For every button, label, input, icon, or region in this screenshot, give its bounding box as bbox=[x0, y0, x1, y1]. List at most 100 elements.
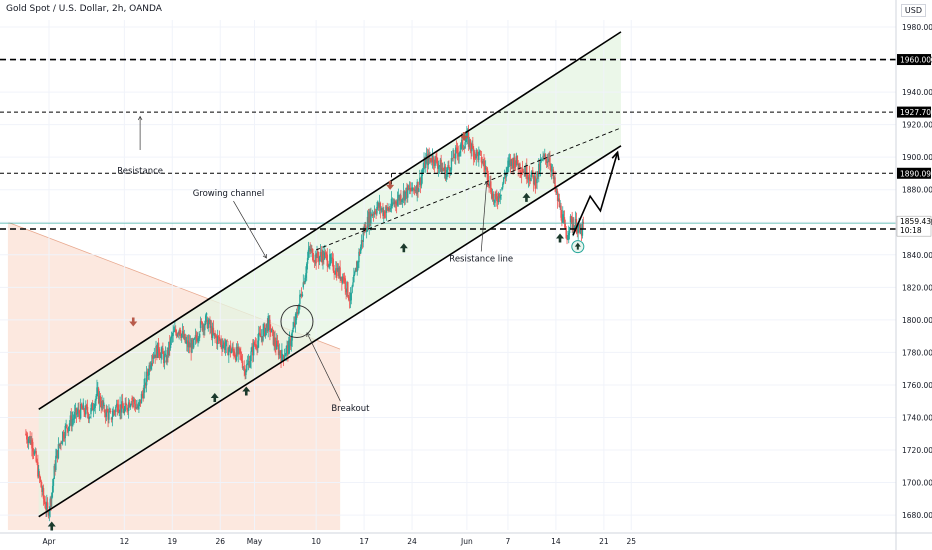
candle-up bbox=[72, 418, 74, 420]
candle-down bbox=[54, 465, 56, 470]
candle-down bbox=[455, 147, 458, 149]
candle-up bbox=[166, 350, 168, 363]
candle-up bbox=[172, 331, 174, 337]
candle-down bbox=[473, 152, 476, 155]
candle-up bbox=[506, 167, 508, 172]
candle-down bbox=[157, 342, 160, 354]
candle-down bbox=[37, 462, 39, 477]
candle-up bbox=[418, 188, 420, 192]
candle-up bbox=[51, 485, 54, 493]
candle-up bbox=[523, 171, 525, 174]
candle-down bbox=[70, 415, 72, 426]
candle-down bbox=[377, 205, 380, 208]
candle-down bbox=[177, 333, 179, 335]
x-tick-label: 26 bbox=[215, 537, 225, 546]
level-price-label: 1927.700 bbox=[900, 108, 932, 117]
annotation-label: Resistance bbox=[117, 166, 163, 176]
candle-down bbox=[294, 322, 296, 326]
candle-down bbox=[413, 188, 416, 192]
candle-up bbox=[55, 455, 57, 470]
candle-up bbox=[267, 316, 269, 332]
candle-down bbox=[196, 338, 198, 342]
candle-up bbox=[478, 151, 480, 161]
channel-layer bbox=[38, 31, 621, 517]
breakout-pointer-head bbox=[306, 332, 311, 337]
candle-up bbox=[503, 177, 506, 179]
candle-down bbox=[484, 165, 486, 170]
candle-up bbox=[94, 400, 96, 408]
candle-up bbox=[152, 357, 155, 359]
candle-down bbox=[550, 165, 552, 172]
y-tick-label: 1800.000 bbox=[902, 316, 932, 325]
candle-down bbox=[534, 176, 537, 189]
candle-up bbox=[494, 193, 496, 203]
candle-up bbox=[341, 276, 344, 283]
candle-down bbox=[573, 224, 575, 231]
candle-down bbox=[32, 441, 34, 452]
candle-down bbox=[529, 179, 531, 181]
candle-up bbox=[502, 183, 504, 188]
candle-down bbox=[375, 213, 377, 214]
candle-down bbox=[490, 181, 492, 193]
candle-up bbox=[539, 161, 542, 171]
candle-up bbox=[462, 148, 465, 150]
candle-up bbox=[171, 335, 173, 337]
candle-up bbox=[228, 349, 230, 356]
candle-down bbox=[236, 346, 239, 355]
annotation-label: Resistance line bbox=[449, 254, 513, 264]
candle-down bbox=[141, 393, 144, 395]
candle-down bbox=[282, 355, 285, 360]
candle-up bbox=[349, 293, 352, 301]
candle-up bbox=[210, 326, 212, 328]
candle-down bbox=[238, 347, 240, 349]
candle-down bbox=[289, 338, 292, 346]
candle-down bbox=[127, 409, 129, 411]
candle-up bbox=[213, 333, 215, 337]
candle-up bbox=[482, 161, 484, 163]
candle-down bbox=[188, 341, 191, 348]
candle-up bbox=[140, 393, 143, 404]
candle-up bbox=[68, 423, 71, 427]
candle-up bbox=[310, 248, 312, 252]
candle-down bbox=[239, 348, 241, 353]
candle-down bbox=[116, 403, 119, 412]
candle-down bbox=[318, 257, 320, 262]
candle-down bbox=[220, 341, 222, 345]
candle-up bbox=[368, 211, 370, 228]
candle-down bbox=[564, 223, 567, 229]
candle-up bbox=[27, 439, 30, 443]
candle-up bbox=[105, 408, 108, 417]
candle-up bbox=[204, 315, 207, 324]
candle-down bbox=[337, 267, 340, 277]
candle-down bbox=[163, 353, 165, 364]
candle-down bbox=[121, 401, 124, 409]
candle-up bbox=[484, 167, 487, 170]
candle-down bbox=[415, 190, 418, 194]
candle-down bbox=[84, 411, 86, 415]
candle-up bbox=[318, 256, 321, 262]
candle-up bbox=[189, 343, 191, 348]
candle-up bbox=[194, 335, 197, 339]
candle-down bbox=[214, 333, 216, 337]
up-arrow-marker bbox=[399, 243, 408, 253]
candle-up bbox=[246, 363, 249, 365]
candle-down bbox=[62, 433, 65, 439]
candle-down bbox=[343, 277, 346, 279]
x-tick-label: 17 bbox=[359, 537, 369, 546]
candle-down bbox=[26, 439, 29, 443]
candle-down bbox=[443, 169, 445, 172]
candle-down bbox=[122, 408, 125, 413]
candle-down bbox=[331, 257, 334, 259]
currency-label[interactable]: USD bbox=[900, 4, 926, 17]
candle-up bbox=[515, 155, 518, 165]
candle-up bbox=[542, 155, 544, 161]
candle-up bbox=[402, 191, 405, 199]
candle-up bbox=[150, 365, 152, 369]
candle-up bbox=[71, 419, 73, 426]
candle-down bbox=[85, 405, 88, 407]
candle-up bbox=[92, 409, 95, 411]
candle-up bbox=[144, 378, 146, 386]
annotation-label: Breakout bbox=[331, 404, 370, 414]
